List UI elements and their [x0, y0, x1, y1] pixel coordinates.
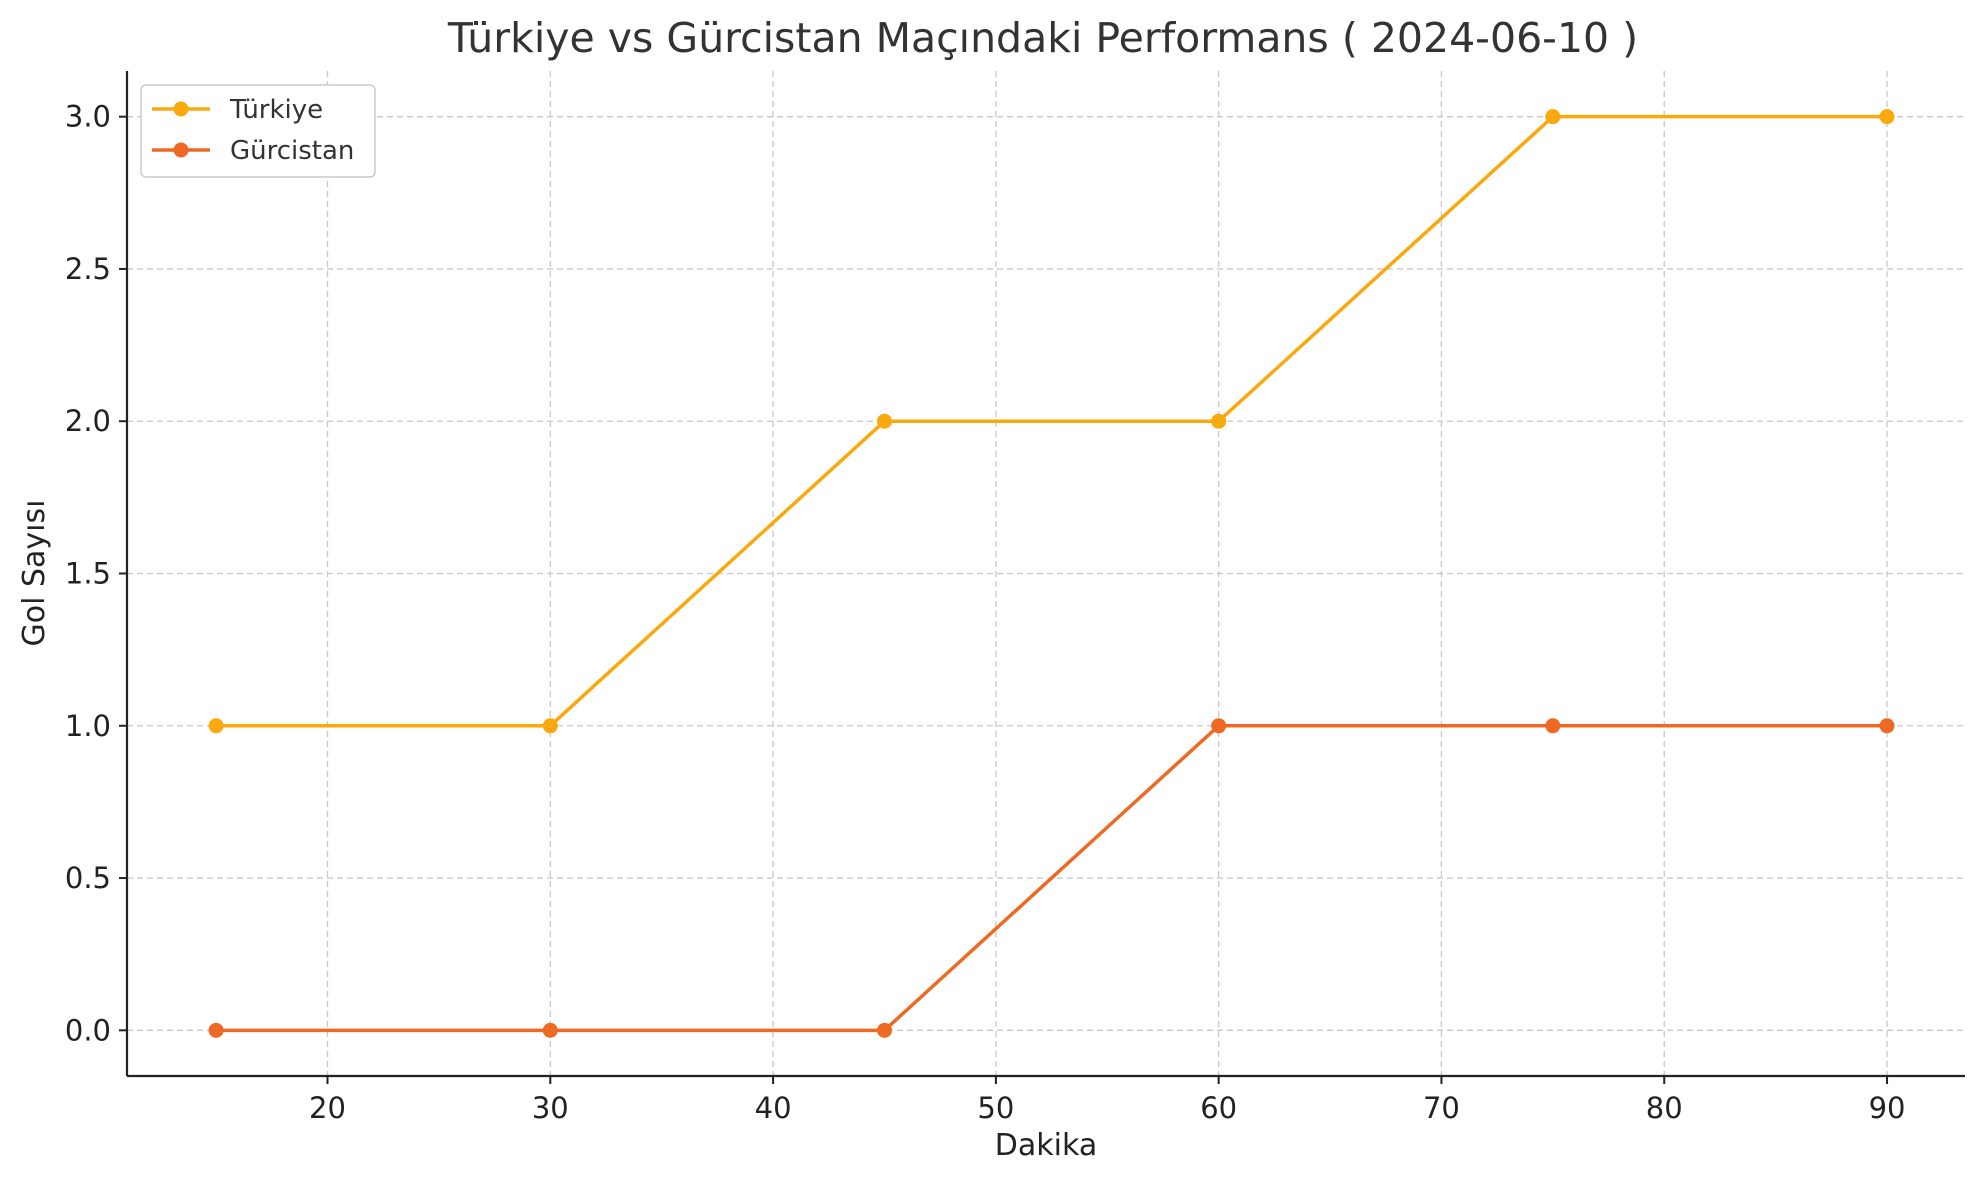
- y-tick-label: 2.0: [65, 404, 111, 438]
- data-point: [1545, 718, 1561, 734]
- chart-title: Türkiye vs Gürcistan Maçındaki Performan…: [447, 14, 1638, 62]
- data-point: [208, 1022, 224, 1038]
- legend-marker-turkiye: [173, 101, 189, 117]
- x-axis-label: Dakika: [995, 1128, 1097, 1163]
- x-tick-label: 80: [1646, 1091, 1683, 1125]
- grid-lines: [127, 71, 1965, 1076]
- legend-label-gurcistan: Gürcistan: [230, 136, 354, 166]
- x-tick-label: 30: [532, 1091, 569, 1125]
- series-line: [216, 724, 1888, 1033]
- x-tick-label: 20: [309, 1091, 346, 1125]
- y-tick-label: 0.0: [65, 1013, 111, 1047]
- data-point: [1879, 718, 1895, 734]
- data-point: [1879, 109, 1895, 125]
- y-tick-label: 3.0: [65, 100, 111, 134]
- x-tick-label: 90: [1869, 1091, 1906, 1125]
- series-line: [216, 114, 1888, 728]
- legend: Türkiye Gürcistan: [140, 84, 376, 178]
- legend-label-turkiye: Türkiye: [229, 95, 323, 125]
- x-tick-label: 40: [755, 1091, 792, 1125]
- y-tick-label: 0.5: [65, 861, 111, 895]
- legend-marker-gurcistan: [173, 142, 189, 158]
- x-tick-label: 60: [1200, 1091, 1237, 1125]
- x-tick-label: 50: [977, 1091, 1014, 1125]
- data-point: [876, 413, 892, 429]
- data-point: [1211, 718, 1227, 734]
- y-tick-label: 2.5: [65, 252, 111, 286]
- y-tick-label: 1.5: [65, 557, 111, 591]
- data-point: [542, 718, 558, 734]
- data-point: [208, 718, 224, 734]
- data-point: [542, 1022, 558, 1038]
- series-gurcistan: [208, 718, 1895, 1038]
- legend-item-turkiye: Türkiye: [152, 95, 323, 125]
- legend-item-gurcistan: Gürcistan: [152, 136, 354, 166]
- data-point: [1545, 109, 1561, 125]
- data-point: [876, 1022, 892, 1038]
- series-turkiye: [208, 109, 1895, 734]
- x-tick-label: 70: [1423, 1091, 1460, 1125]
- axis-ticks: 20 30 40 50 60 70 80 90 0.0 0.5 1.0 1.5 2.0 2.5 3.0: [65, 100, 1906, 1125]
- y-tick-label: 1.0: [65, 709, 111, 743]
- data-point: [1211, 413, 1227, 429]
- series-lines: [208, 109, 1895, 1038]
- y-axis-label: Gol Sayısı: [17, 500, 52, 647]
